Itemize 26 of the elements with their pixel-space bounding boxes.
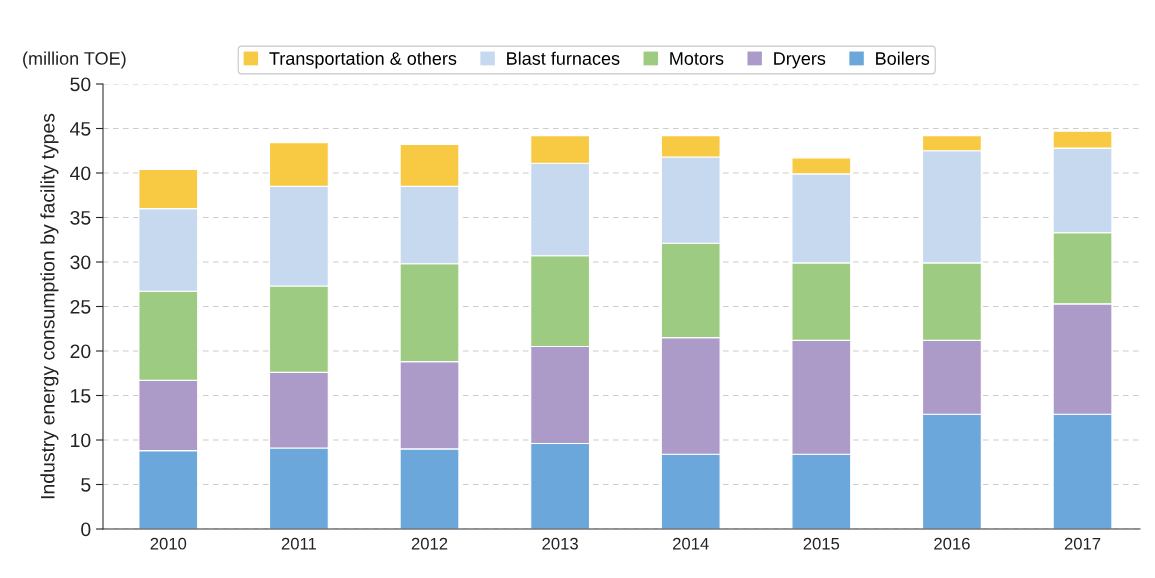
y-tick-label: 10: [71, 433, 91, 448]
y-tick-label: 25: [70, 299, 91, 314]
x-tick-label: 2014: [673, 537, 709, 550]
y-tick-label: 50: [70, 77, 91, 92]
legend-label: Dryers: [774, 52, 826, 69]
y-tick-label: 20: [70, 344, 91, 359]
x-tick-label: 2015: [803, 537, 840, 550]
x-tick-label: 2013: [542, 537, 578, 550]
x-tick-label: 2016: [934, 537, 970, 550]
legend-label: Transportation & others: [269, 51, 457, 69]
legend-label: Blast furnaces: [507, 51, 620, 65]
x-tick-label: 2011: [281, 537, 317, 550]
x-tick-label: 2010: [150, 537, 187, 550]
y-tick-label: 45: [70, 122, 91, 136]
text: (million TOE): [23, 51, 126, 69]
x-tick-label: 2012: [411, 537, 448, 550]
y-axis-title: Industry energy consumption by facility types: [40, 113, 59, 499]
y-tick-label: 0: [81, 522, 91, 537]
y-tick-label: 5: [81, 478, 91, 492]
x-tick-label: 2017: [1064, 537, 1101, 550]
legend-label: Boilers: [876, 51, 930, 65]
y-tick-label: 40: [70, 166, 91, 181]
y-tick-label: 15: [71, 389, 91, 403]
y-tick-label: 35: [70, 210, 91, 225]
y-tick-label: 30: [70, 255, 91, 270]
legend-label: Motors: [670, 52, 724, 65]
